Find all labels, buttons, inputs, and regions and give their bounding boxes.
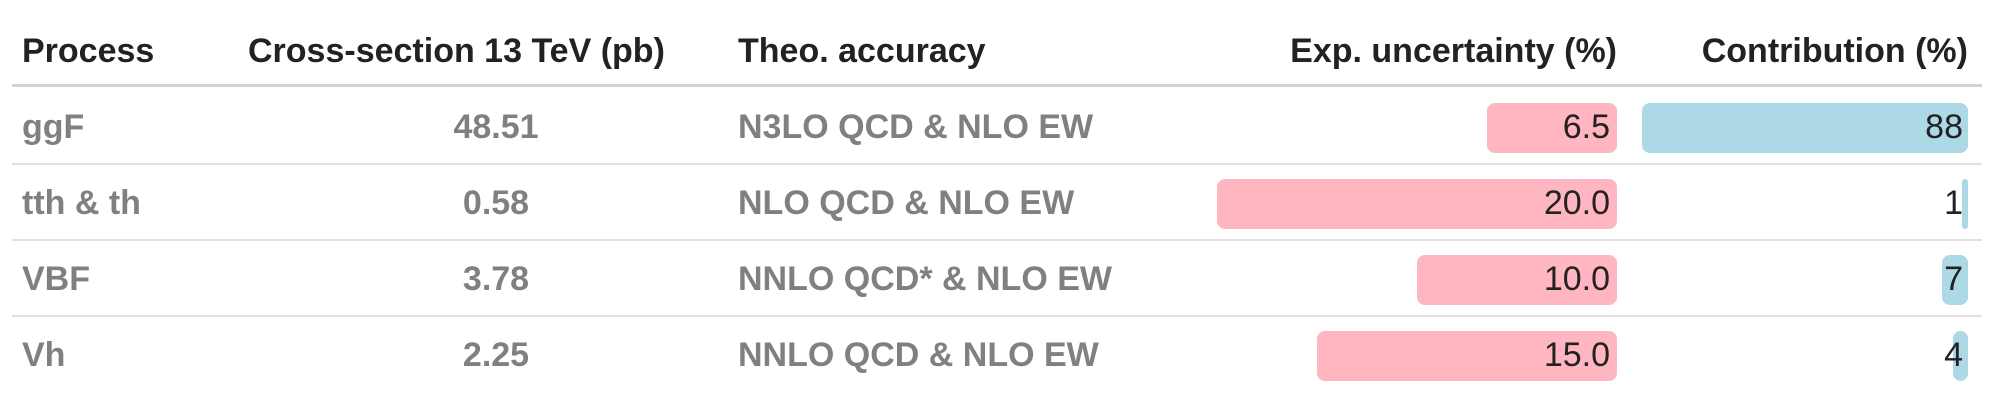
header-process: Process (22, 32, 155, 70)
cell-cross-section: 48.51 (453, 108, 539, 146)
table-row: VBF 3.78 NNLO QCD* & NLO EW 10.0 7 (0, 241, 1991, 317)
row-divider (12, 239, 1982, 241)
cell-process: Vh (22, 336, 66, 374)
contribution-bar (1953, 331, 1968, 381)
header-exp-uncertainty: Exp. uncertainty (%) (1290, 32, 1617, 70)
contribution-value: 1 (1944, 184, 1963, 222)
cell-theo-accuracy: NLO QCD & NLO EW (738, 184, 1075, 222)
table-row: ggF 48.51 N3LO QCD & NLO EW 6.5 88 (0, 89, 1991, 165)
uncertainty-bar (1487, 103, 1617, 153)
uncertainty-value: 10.0 (1543, 260, 1610, 298)
cell-process: ggF (22, 108, 85, 146)
contribution-value: 4 (1944, 336, 1963, 374)
cell-cross-section: 2.25 (462, 336, 530, 374)
table-row: Vh 2.25 NNLO QCD & NLO EW 15.0 4 (0, 317, 1991, 393)
uncertainty-bar (1217, 179, 1617, 229)
uncertainty-bar (1317, 331, 1617, 381)
row-divider (12, 315, 1982, 317)
cell-cross-section: 0.58 (462, 184, 530, 222)
uncertainty-value: 15.0 (1543, 336, 1610, 374)
uncertainty-bar (1417, 255, 1617, 305)
cell-process: tth & th (22, 184, 141, 222)
cell-process: VBF (22, 260, 90, 298)
cell-theo-accuracy: NNLO QCD & NLO EW (738, 336, 1099, 374)
row-divider (12, 163, 1982, 165)
header-theo-accuracy: Theo. accuracy (738, 32, 986, 70)
cell-cross-section: 3.78 (462, 260, 530, 298)
cell-theo-accuracy: N3LO QCD & NLO EW (738, 108, 1094, 146)
contribution-value: 7 (1944, 260, 1963, 298)
header-cross-section: Cross-section 13 TeV (pb) (248, 32, 665, 70)
contribution-value: 88 (1925, 108, 1963, 146)
header-contribution: Contribution (%) (1701, 32, 1968, 70)
uncertainty-value: 6.5 (1562, 108, 1610, 146)
uncertainty-value: 20.0 (1543, 184, 1610, 222)
contribution-bar (1962, 179, 1968, 229)
header-rule (12, 84, 1982, 87)
contribution-bar (1942, 255, 1968, 305)
cell-theo-accuracy: NNLO QCD* & NLO EW (738, 260, 1112, 298)
table-row: tth & th 0.58 NLO QCD & NLO EW 20.0 1 (0, 165, 1991, 241)
contribution-bar (1642, 103, 1968, 153)
